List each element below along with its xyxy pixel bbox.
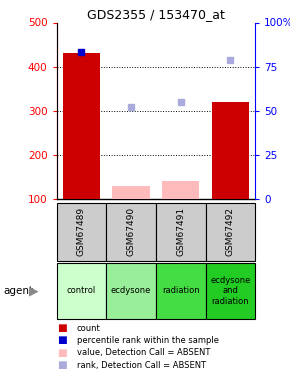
Text: ■: ■ [57, 336, 66, 345]
Bar [212, 102, 249, 199]
Bar [113, 186, 150, 199]
Text: agent: agent [3, 286, 33, 296]
Text: ecdysone: ecdysone [111, 286, 151, 295]
Text: radiation: radiation [162, 286, 200, 295]
Text: GSM67489: GSM67489 [77, 207, 86, 256]
Text: count: count [77, 324, 101, 333]
Bar [63, 53, 100, 199]
Bar [206, 262, 255, 319]
Text: percentile rank within the sample: percentile rank within the sample [77, 336, 219, 345]
Bar [162, 181, 199, 199]
Bar [156, 202, 206, 261]
Text: rank, Detection Call = ABSENT: rank, Detection Call = ABSENT [77, 361, 206, 370]
Text: value, Detection Call = ABSENT: value, Detection Call = ABSENT [77, 348, 210, 357]
Bar [57, 262, 106, 319]
Text: ■: ■ [57, 348, 66, 358]
Bar [156, 262, 206, 319]
Bar [57, 202, 106, 261]
Bar [106, 262, 156, 319]
Text: ▶: ▶ [28, 284, 38, 297]
Text: control: control [67, 286, 96, 295]
Text: GSM67491: GSM67491 [176, 207, 185, 256]
Bar [106, 202, 156, 261]
Bar [206, 202, 255, 261]
Text: ecdysone
and
radiation: ecdysone and radiation [210, 276, 251, 306]
Text: GSM67492: GSM67492 [226, 207, 235, 256]
Text: GSM67490: GSM67490 [126, 207, 135, 256]
Text: ■: ■ [57, 360, 66, 370]
Text: ■: ■ [57, 323, 66, 333]
Title: GDS2355 / 153470_at: GDS2355 / 153470_at [87, 8, 225, 21]
